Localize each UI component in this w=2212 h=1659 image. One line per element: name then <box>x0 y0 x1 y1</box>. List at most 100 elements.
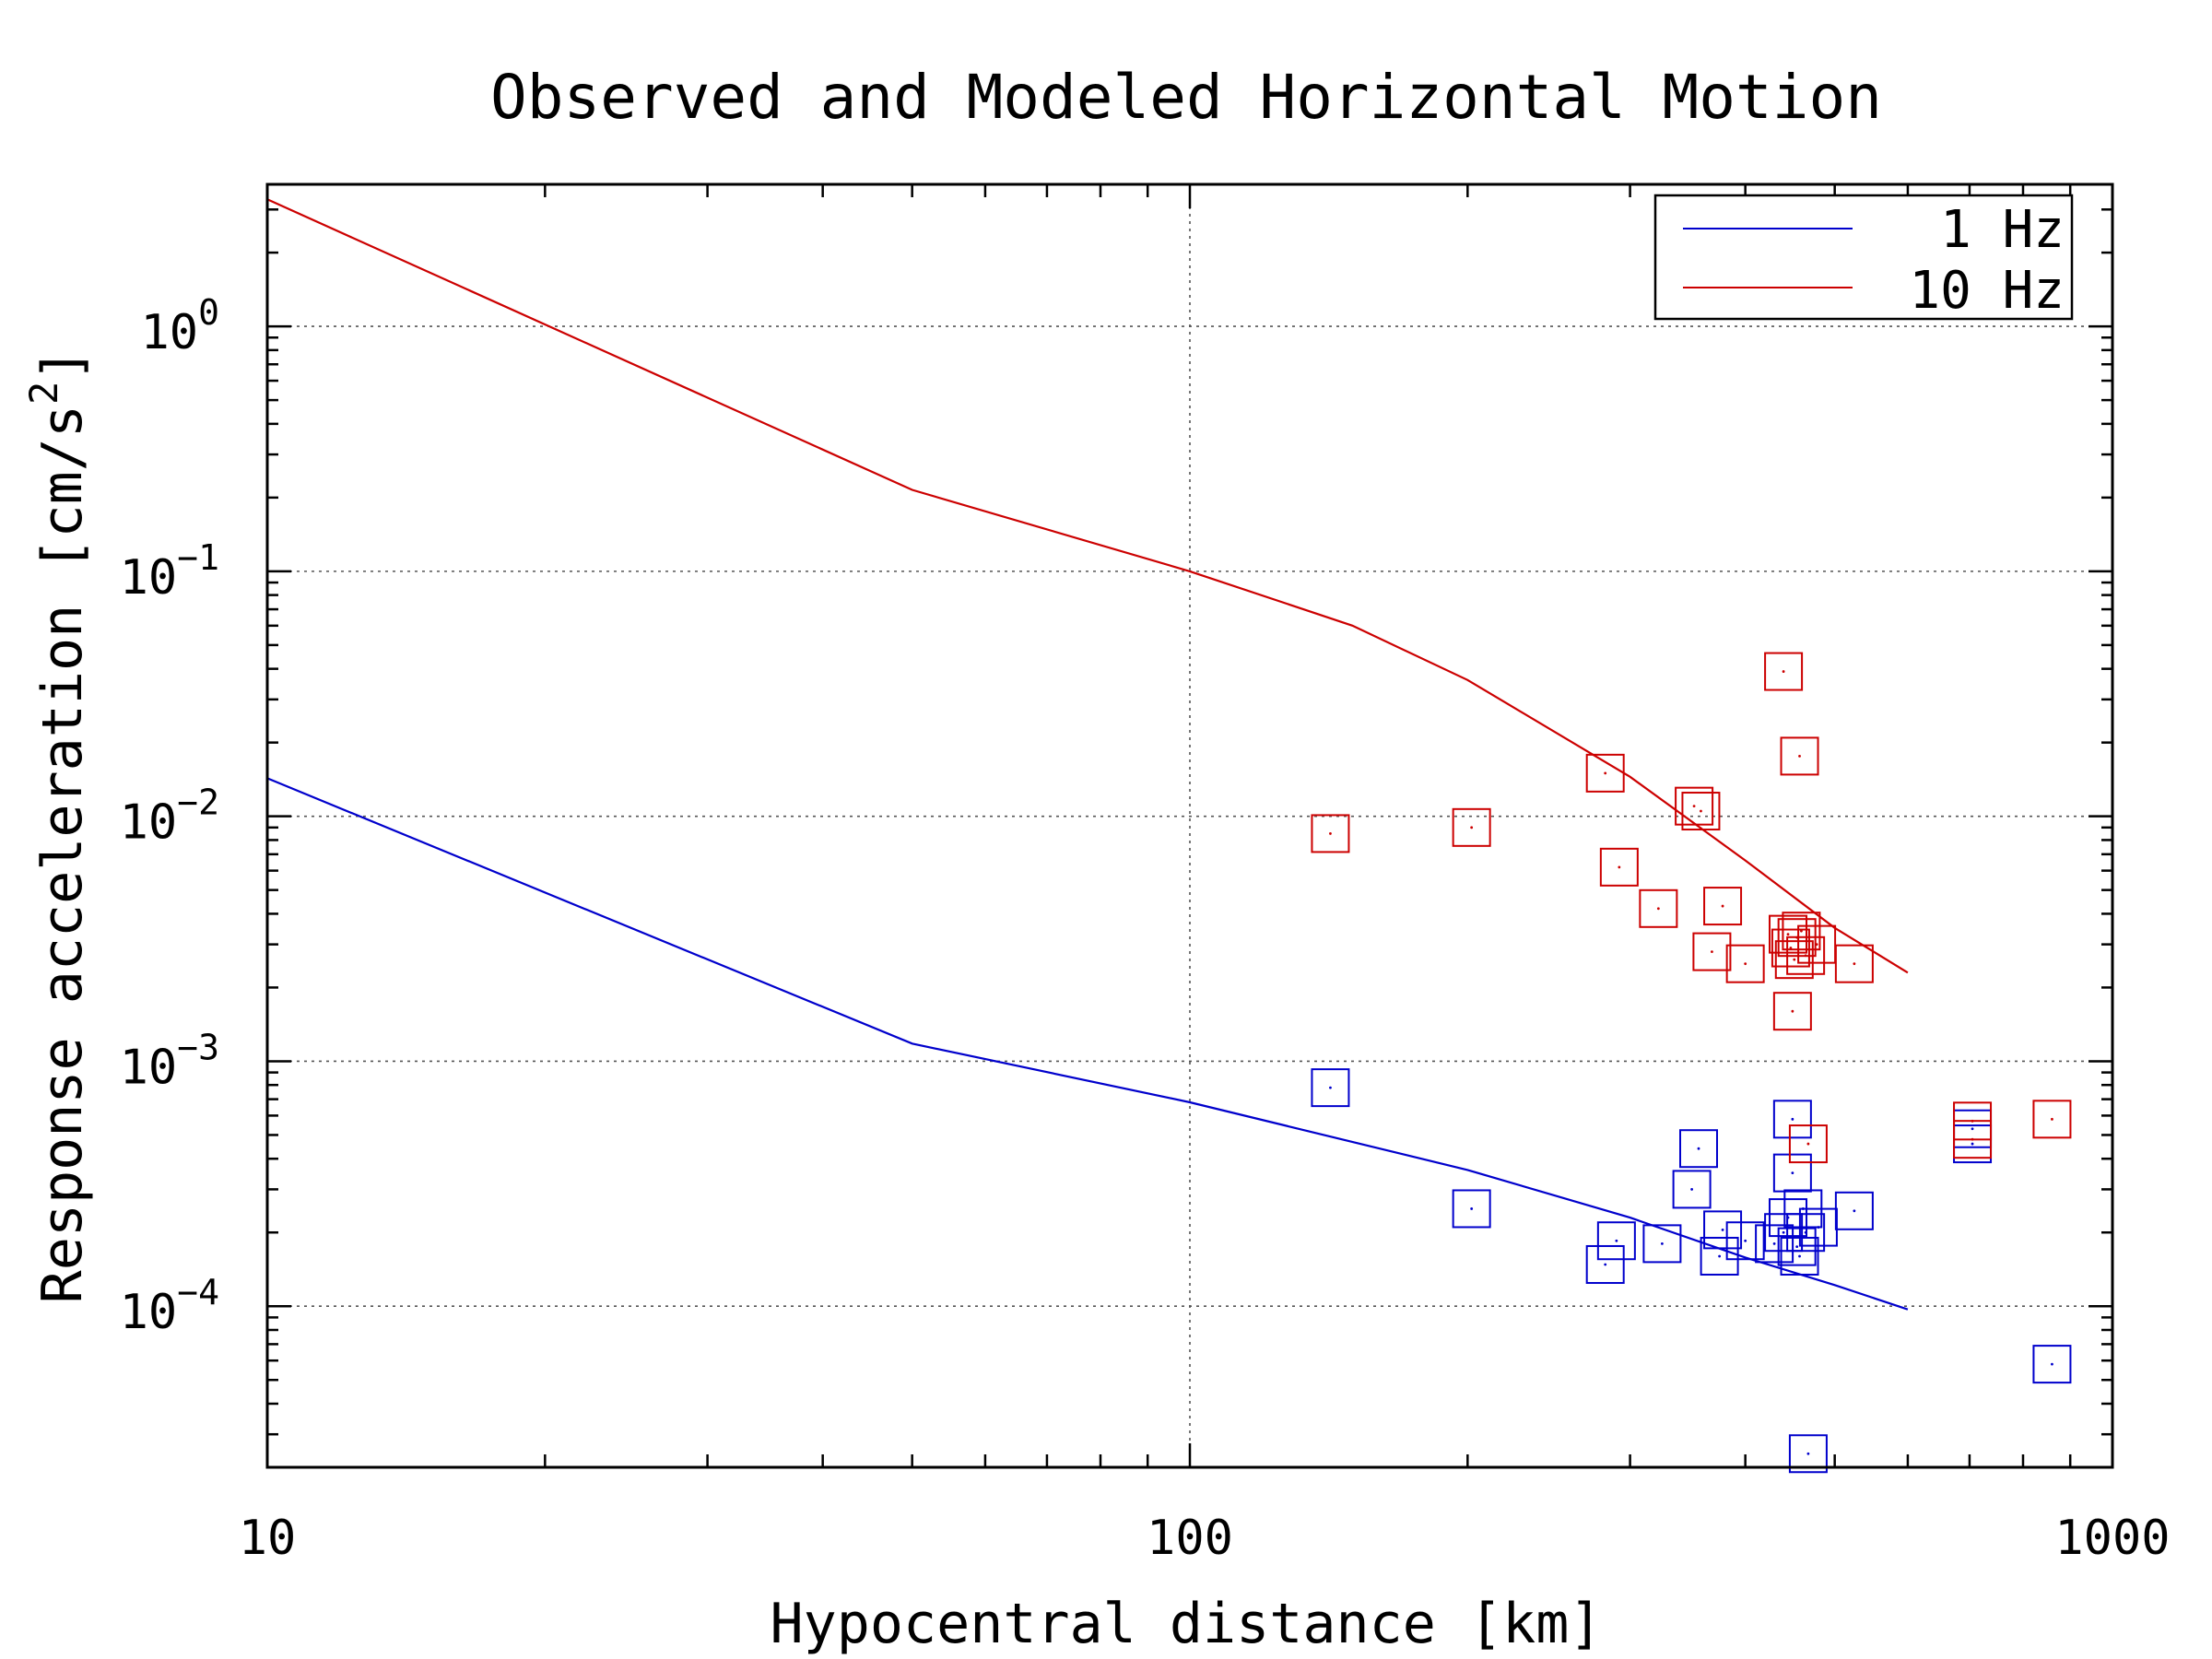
observed-marker-1hz <box>1786 1213 1826 1253</box>
y-tick-label: 10−4 <box>120 1272 219 1340</box>
observed-marker-center-1hz <box>1660 1241 1664 1245</box>
observed-marker-1hz <box>1679 1129 1719 1169</box>
observed-marker-center-10hz <box>1711 950 1713 953</box>
observed-marker-10hz <box>1782 912 1821 951</box>
observed-marker-center-1hz <box>2051 1362 2053 1366</box>
observed-marker-10hz <box>1703 887 1743 926</box>
observed-marker-center-1hz <box>1791 1117 1794 1121</box>
observed-marker-center-10hz <box>1804 954 1807 958</box>
observed-marker-center-1hz <box>1604 1263 1607 1266</box>
y-axis-label-superscript: 2 <box>21 382 66 405</box>
y-tick-label-base: 10 <box>140 305 198 360</box>
observed-marker-1hz <box>1764 1213 1804 1253</box>
observed-marker-10hz <box>1311 814 1350 853</box>
series-layer <box>266 198 2072 1474</box>
observed-marker-1hz <box>1772 1153 1812 1193</box>
y-tick-label-base: 10 <box>120 550 178 606</box>
observed-marker-center-1hz <box>1718 1254 1722 1258</box>
observed-marker-10hz <box>1764 652 1804 691</box>
observed-marker-10hz <box>1599 847 1639 887</box>
observed-marker-center-1hz <box>1721 1228 1724 1231</box>
observed-marker-center-1hz <box>1806 1452 1810 1455</box>
observed-marker-center-10hz <box>1800 929 1803 933</box>
observed-marker-center-1hz <box>1744 1239 1747 1242</box>
y-tick-label-exponent: 0 <box>198 292 219 333</box>
observed-marker-center-1hz <box>1817 1226 1820 1229</box>
y-tick-label: 10−1 <box>120 537 219 606</box>
observed-marker-10hz <box>1834 944 1874 983</box>
y-tick-label-exponent: −2 <box>177 782 219 823</box>
observed-marker-10hz <box>1788 1124 1828 1164</box>
observed-marker-1hz <box>1834 1191 1874 1230</box>
y-tick-label-exponent: −1 <box>177 537 219 578</box>
observed-marker-10hz <box>1772 992 1812 1031</box>
y-axis-label-close: ] <box>30 348 95 382</box>
y-tick-label-exponent: −3 <box>177 1027 219 1067</box>
observed-marker-center-10hz <box>1971 1137 1974 1141</box>
observed-marker-center-1hz <box>1697 1147 1700 1150</box>
observed-marker-10hz <box>1675 786 1714 826</box>
grid-lines <box>267 184 2112 1467</box>
observed-marker-center-1hz <box>1795 1245 1799 1249</box>
observed-marker-1hz <box>1703 1210 1743 1250</box>
observed-marker-center-1hz <box>1470 1207 1474 1210</box>
observed-marker-center-1hz <box>1782 1230 1785 1234</box>
observed-marker-1hz <box>1672 1170 1712 1209</box>
observed-marker-center-1hz <box>1772 1241 1776 1245</box>
observed-marker-1hz <box>1777 1227 1817 1266</box>
x-tick-labels: 10 100 1000 <box>239 1511 2171 1566</box>
observed-marker-10hz <box>1797 924 1837 964</box>
observed-marker-1hz <box>1788 1434 1828 1474</box>
observed-marker-10hz <box>1771 928 1810 968</box>
x-tick-label: 1000 <box>2054 1511 2170 1566</box>
observed-marker-center-10hz <box>1329 832 1332 835</box>
observed-marker-1hz <box>1755 1224 1794 1264</box>
observed-marker-10hz <box>1780 736 1819 776</box>
x-tick-label: 10 <box>239 1511 297 1566</box>
observed-marker-1hz <box>1311 1068 1350 1108</box>
observed-marker-center-1hz <box>1615 1239 1618 1242</box>
observed-marker-1hz <box>1725 1221 1765 1261</box>
observed-marker-1hz <box>1798 1207 1838 1247</box>
observed-marker-center-10hz <box>1618 865 1621 869</box>
y-tick-label-base: 10 <box>120 1285 178 1340</box>
observed-marker-center-1hz <box>1798 1254 1801 1258</box>
x-tick-label: 100 <box>1147 1511 1233 1566</box>
observed-marker-10hz <box>1786 935 1826 975</box>
observed-marker-center-1hz <box>1971 1142 1974 1146</box>
observed-marker-center-10hz <box>1782 670 1785 673</box>
x-axis-label: Hypocentral distance [km] <box>770 1592 1602 1656</box>
observed-marker-1hz <box>1642 1224 1682 1264</box>
observed-marker-center-1hz <box>1791 1171 1794 1175</box>
observed-marker-center-10hz <box>1692 805 1696 808</box>
tick-marks <box>265 184 2112 1467</box>
observed-marker-center-1hz <box>1804 1230 1807 1234</box>
observed-marker-1hz <box>1700 1236 1739 1276</box>
observed-marker-1hz <box>2032 1345 2072 1384</box>
model-line-10hz <box>266 198 1909 974</box>
observed-marker-1hz <box>1585 1244 1625 1284</box>
observed-marker-center-10hz <box>1791 1009 1794 1013</box>
y-axis-label: Response acceleration [cm/s2] <box>21 348 95 1304</box>
observed-marker-1hz <box>1452 1189 1491 1229</box>
observed-marker-center-10hz <box>1604 771 1607 775</box>
observed-marker-center-10hz <box>1815 943 1818 947</box>
observed-marker-10hz <box>1639 888 1678 928</box>
observed-marker-10hz <box>1452 807 1491 847</box>
observed-marker-10hz <box>1725 944 1765 983</box>
y-tick-label: 10−3 <box>120 1027 219 1095</box>
legend: 1 Hz 10 Hz <box>1653 194 2074 321</box>
y-tick-label-base: 10 <box>120 1040 178 1095</box>
y-tick-label: 100 <box>140 292 219 360</box>
observed-marker-1hz <box>1772 1100 1812 1139</box>
legend-box <box>1653 194 2074 321</box>
observed-marker-center-10hz <box>1700 809 1702 813</box>
observed-marker-center-10hz <box>1721 904 1724 908</box>
observed-marker-center-1hz <box>1971 1127 1974 1131</box>
observed-marker-center-10hz <box>2051 1117 2053 1121</box>
y-tick-label: 10−2 <box>120 782 219 851</box>
observed-marker-center-10hz <box>1470 826 1474 830</box>
observed-marker-center-10hz <box>1786 933 1790 936</box>
